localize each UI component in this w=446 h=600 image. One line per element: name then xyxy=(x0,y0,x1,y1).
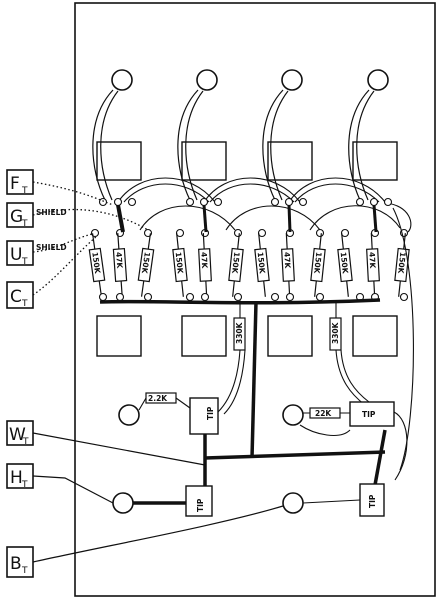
resistor-6-label: 150K xyxy=(230,252,241,275)
jack-upper-right xyxy=(349,401,395,427)
label-h: H xyxy=(10,468,23,488)
svg-text:T: T xyxy=(21,566,28,576)
svg-text:T: T xyxy=(21,219,28,229)
pot-2-icon xyxy=(196,69,218,91)
resistor-10-label: 150K xyxy=(339,252,350,275)
resistor-10: 150K xyxy=(337,233,353,297)
resistor-3: 150K xyxy=(137,233,155,297)
label-b: B xyxy=(10,554,22,574)
pot-3-icon xyxy=(281,69,303,91)
left-labels xyxy=(6,169,34,578)
label-c: C xyxy=(10,287,22,307)
resistor-5-label: 47K xyxy=(199,252,209,270)
label-f: F xyxy=(10,174,20,194)
svg-text:T: T xyxy=(21,299,28,309)
horizontal-bus xyxy=(204,450,386,460)
svg-text:T: T xyxy=(21,480,28,490)
resistor-6: 150K xyxy=(228,233,244,297)
pot-1-icon xyxy=(111,69,133,91)
jack-lower-right xyxy=(359,483,385,517)
label-u: U xyxy=(10,245,22,265)
resistor-bank: 150K 47K 150K 150K 47K 150K 150K 47K 150K 150K 47K… xyxy=(88,233,410,297)
ground-bus xyxy=(99,298,381,305)
resistor-4: 150K xyxy=(172,233,188,297)
jack-blocks xyxy=(185,397,395,517)
resistor-7: 150K xyxy=(254,233,270,297)
resistor-3-label: 150K xyxy=(140,251,152,275)
shield-label-2: SHIELD xyxy=(36,243,67,252)
resistor-330k-left-label: 330K xyxy=(235,321,244,344)
lower-pot-2-icon xyxy=(282,404,304,426)
label-box-w xyxy=(6,420,34,446)
resistor-2-2k-label: 2.2K xyxy=(148,394,168,403)
jack-tip-label-1: TIP xyxy=(206,406,215,420)
svg-text:T: T xyxy=(21,257,28,267)
shielded-cables xyxy=(92,89,375,201)
resistor-9-label: 150K xyxy=(312,252,323,275)
board-outline xyxy=(74,2,436,597)
resistor-1-label: 150K xyxy=(90,252,102,276)
label-box-c xyxy=(6,281,34,309)
label-box-h xyxy=(6,463,34,489)
label-box-b xyxy=(6,546,34,578)
jack-upper-left xyxy=(189,397,219,435)
resistor-5: 47K xyxy=(198,233,212,297)
resistor-2: 47K xyxy=(112,233,128,297)
jack-tip-label-3: TIP xyxy=(196,498,205,512)
main-vertical-bus xyxy=(250,301,258,459)
arc-jumpers xyxy=(117,177,412,233)
terminal-dots-upper xyxy=(90,197,409,238)
resistor-7-label: 150K xyxy=(256,252,267,275)
label-text: F T G T U T C T W T H T B T xyxy=(9,174,29,576)
resistor-2-label: 47K xyxy=(114,252,124,270)
resistor-9: 150K xyxy=(310,233,326,297)
dotted-wires xyxy=(32,181,149,296)
resistor-11: 47K xyxy=(366,233,380,297)
label-w: W xyxy=(9,425,26,445)
terminal-dots-lower xyxy=(98,292,409,302)
label-g: G xyxy=(10,207,23,227)
lower-pot-4-icon xyxy=(282,492,304,514)
label-box-u xyxy=(6,240,34,266)
jack-tip-label-2: TIP xyxy=(362,410,376,419)
pot-4-icon xyxy=(367,69,389,91)
resistor-1: 150K xyxy=(88,233,106,297)
shield-label-1: SHIELD xyxy=(36,208,67,217)
resistor-330k-right-label: 330K xyxy=(331,321,340,344)
lower-cutouts xyxy=(96,315,398,357)
jack-tip-label-4: TIP xyxy=(368,494,377,508)
resistor-11-label: 47K xyxy=(367,252,377,270)
jack-lower-left xyxy=(185,485,213,517)
resistor-8: 47K xyxy=(281,233,295,297)
resistor-8-label: 47K xyxy=(282,252,292,270)
lower-pot-1-icon xyxy=(118,404,140,426)
resistor-12-label: 150K xyxy=(396,252,407,275)
lower-pots xyxy=(112,404,304,514)
upper-cutouts xyxy=(96,141,398,181)
resistor-4-label: 150K xyxy=(174,252,185,275)
svg-text:T: T xyxy=(22,437,29,447)
svg-text:T: T xyxy=(21,186,28,196)
lower-pot-3-icon xyxy=(112,492,134,514)
resistor-22k-label: 22K xyxy=(315,409,332,418)
top-pots xyxy=(111,69,389,91)
